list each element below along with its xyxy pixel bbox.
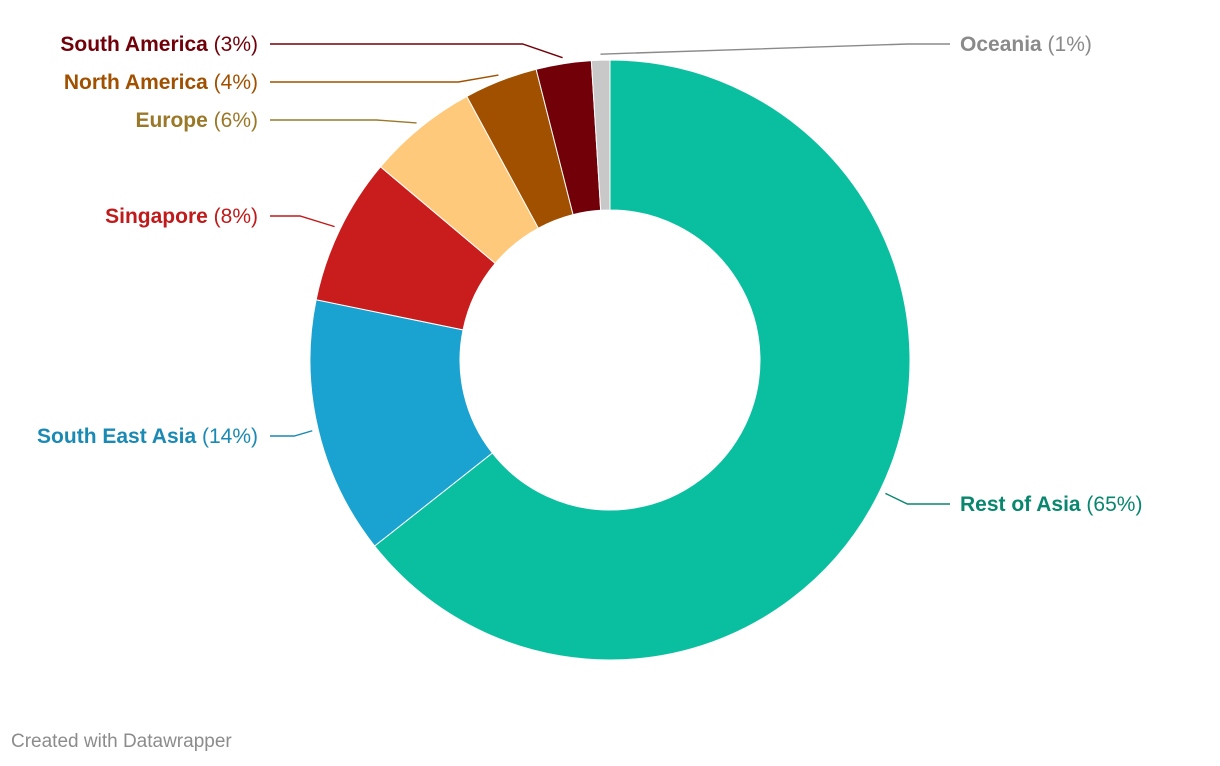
- slice-label-south-america: South America (3%): [60, 33, 258, 56]
- slice-percent: (6%): [208, 109, 258, 132]
- slice-percent: (65%): [1081, 493, 1143, 516]
- slice-label-singapore: Singapore (8%): [105, 205, 258, 228]
- slice-labels: Rest of Asia (65%)South East Asia (14%)S…: [37, 33, 1142, 516]
- leader-line-europe: [270, 119, 417, 124]
- slice-percent: (8%): [208, 205, 258, 228]
- leader-line-singapore: [270, 215, 335, 228]
- slice-percent: (4%): [208, 71, 258, 94]
- leader-line-south-east-asia: [270, 430, 313, 437]
- leader-lines: [270, 43, 950, 505]
- slice-south-east-asia: [309, 299, 494, 547]
- slice-rest-of-asia: [373, 59, 911, 661]
- slice-label-rest-of-asia: Rest of Asia (65%): [960, 493, 1142, 516]
- slice-name: Oceania: [960, 33, 1042, 56]
- slice-name: South America: [60, 33, 208, 56]
- slice-percent: (14%): [196, 425, 258, 448]
- leader-line-north-america: [270, 74, 499, 83]
- leader-line-oceania: [600, 43, 950, 55]
- slice-percent: (3%): [208, 33, 258, 56]
- leader-line-south-america: [270, 43, 563, 59]
- donut-slices: [309, 59, 911, 661]
- slice-label-europe: Europe (6%): [135, 109, 258, 132]
- leader-line-rest-of-asia: [885, 492, 950, 505]
- slice-name: North America: [64, 71, 208, 94]
- slice-label-oceania: Oceania (1%): [960, 33, 1092, 56]
- slice-label-north-america: North America (4%): [64, 71, 258, 94]
- slice-name: Europe: [135, 109, 207, 132]
- slice-label-south-east-asia: South East Asia (14%): [37, 425, 258, 448]
- slice-percent: (1%): [1042, 33, 1092, 56]
- slice-name: Rest of Asia: [960, 493, 1081, 516]
- slice-oceania: [590, 59, 611, 211]
- datawrapper-credit: Created with Datawrapper: [11, 731, 232, 752]
- slice-name: Singapore: [105, 205, 208, 228]
- slice-name: South East Asia: [37, 425, 196, 448]
